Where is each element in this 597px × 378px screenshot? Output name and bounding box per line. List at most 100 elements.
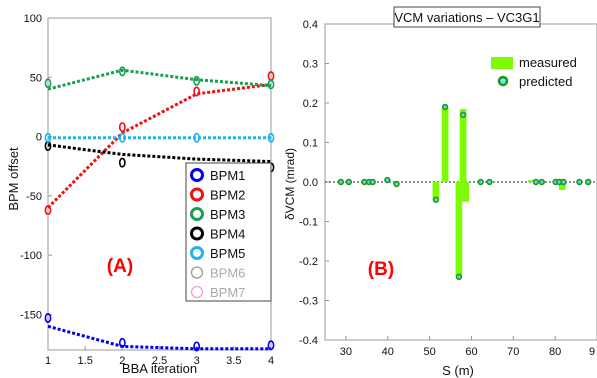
data-point-bpm2 [118, 122, 126, 133]
data-point-bpm1 [118, 337, 126, 348]
y-tick-label: -150 [20, 309, 42, 321]
y-tick-label: -0.4 [299, 335, 318, 347]
measured-bar [558, 182, 566, 190]
y-tick-label: 100 [24, 13, 42, 25]
data-point-bpm5 [193, 132, 201, 143]
y-tick-label: 0.0 [303, 177, 318, 189]
x-tick-label: 70 [507, 346, 519, 358]
x-axis-label: S (m) [442, 363, 474, 378]
predicted-point [455, 273, 463, 280]
y-tick-label: -50 [26, 191, 42, 203]
x-tick-label: 50 [423, 346, 435, 358]
y-tick-label: -100 [20, 250, 42, 262]
series-line-bpm4 [47, 143, 272, 163]
legend-label-measured: measured [519, 55, 577, 70]
legend-label-bpm5: BPM5 [210, 246, 245, 261]
predicted-point [560, 178, 567, 186]
data-point-bpm2 [193, 86, 201, 97]
data-point-bpm3 [193, 75, 201, 86]
x-tick-label: 2.5 [152, 355, 167, 367]
data-point-bpm2 [44, 205, 52, 216]
predicted-point [532, 178, 540, 186]
predicted-point [441, 103, 449, 111]
measured-bar [527, 180, 535, 182]
y-tick-label: -0.2 [299, 256, 318, 268]
predicted-point [538, 178, 545, 186]
data-point-bpm3 [118, 66, 126, 77]
data-point-bpm5 [118, 132, 126, 143]
legend-label-bpm6: BPM6 [210, 266, 245, 281]
x-tick-label: 60 [465, 346, 477, 358]
x-tick-label: 3.5 [226, 355, 241, 367]
chart-title: VCM variations – VC3G1 [394, 10, 539, 25]
data-point-bpm1 [44, 312, 52, 323]
measured-bar [462, 182, 469, 202]
predicted-point [585, 178, 592, 186]
series-line-bpm2 [46, 82, 272, 209]
panel-label: (B) [368, 259, 394, 280]
predicted-point [459, 111, 467, 119]
data-point-bpm3 [44, 78, 52, 89]
measured-bar [432, 182, 440, 200]
x-tick-label: 1.5 [78, 355, 93, 367]
predicted-point [576, 178, 583, 186]
legend-marker-bpm6 [190, 266, 204, 279]
legend-marker-bpm7 [190, 285, 204, 299]
panel-b: -0.4 -0.3 -0.2 -0.1 0.0 0.1 0.2 0.3 0.4 30 40 50 60 7… [283, 6, 597, 378]
predicted-point [477, 178, 484, 186]
y-tick-label: 0.3 [303, 59, 318, 71]
predicted-point [369, 178, 376, 186]
predicted-point [393, 180, 400, 188]
x-tick-label: 1 [45, 355, 51, 367]
y-tick-label: -0.1 [299, 217, 318, 229]
y-axis-label: δVCM (mrad) [283, 148, 297, 220]
y-tick-label: 0.1 [303, 138, 318, 150]
x-tick-label: 3 [194, 355, 200, 367]
x-tick-label: 9 [589, 346, 595, 358]
legend-marker-bpm1 [190, 168, 204, 182]
data-point-bpm1 [193, 341, 201, 352]
legend-label-bpm7: BPM7 [210, 285, 245, 300]
data-point-bpm3 [267, 79, 275, 90]
x-tick-label: 30 [340, 346, 352, 358]
legend-label-bpm1: BPM1 [210, 168, 245, 183]
y-tick-label: 0 [36, 132, 42, 144]
measured-bar [459, 108, 467, 182]
predicted-point [486, 178, 493, 186]
predicted-point [337, 178, 345, 186]
legend-label-bpm3: BPM3 [210, 207, 245, 222]
measured-bar [455, 182, 463, 277]
legend-marker-bpm2 [190, 187, 204, 202]
y-tick-label: 0.4 [303, 19, 318, 31]
x-axis-label: BBA iteration [122, 361, 197, 376]
data-point-bpm1 [267, 340, 275, 351]
legend-marker-bpm3 [190, 207, 204, 221]
x-tick-label: 2 [119, 355, 125, 367]
legend-label-bpm2: BPM2 [210, 188, 245, 203]
y-tick-label: -0.3 [299, 296, 318, 308]
legend-label-predicted: predicted [519, 74, 572, 89]
data-point-bpm5 [44, 132, 52, 143]
series-line-bpm1 [47, 324, 271, 351]
x-tick-label: 4 [268, 355, 274, 367]
legend-marker-measured [491, 57, 513, 69]
legend-marker-predicted [497, 75, 509, 87]
legend-box [185, 162, 272, 302]
panel-label: (A) [107, 256, 133, 277]
predicted-point [345, 178, 353, 186]
legend-marker-bpm4 [190, 226, 204, 241]
data-point-bpm5 [267, 132, 275, 143]
legend-marker-bpm5 [190, 246, 204, 260]
y-axis-label: BPM offset [6, 147, 21, 211]
predicted-point [432, 196, 440, 203]
measured-bar [441, 106, 449, 182]
predicted-point [384, 176, 391, 184]
x-tick-label: 40 [382, 346, 394, 358]
panel-a: -150 -100 -50 0 50 100 1 1.5 2 2.5 3 3.5 4 BBA iterat… [6, 13, 275, 376]
data-point-bpm4 [118, 157, 126, 168]
x-tick-label: 80 [549, 346, 561, 358]
legend-label-bpm4: BPM4 [210, 227, 245, 242]
y-tick-label: 50 [30, 72, 42, 84]
title-box [393, 6, 541, 28]
